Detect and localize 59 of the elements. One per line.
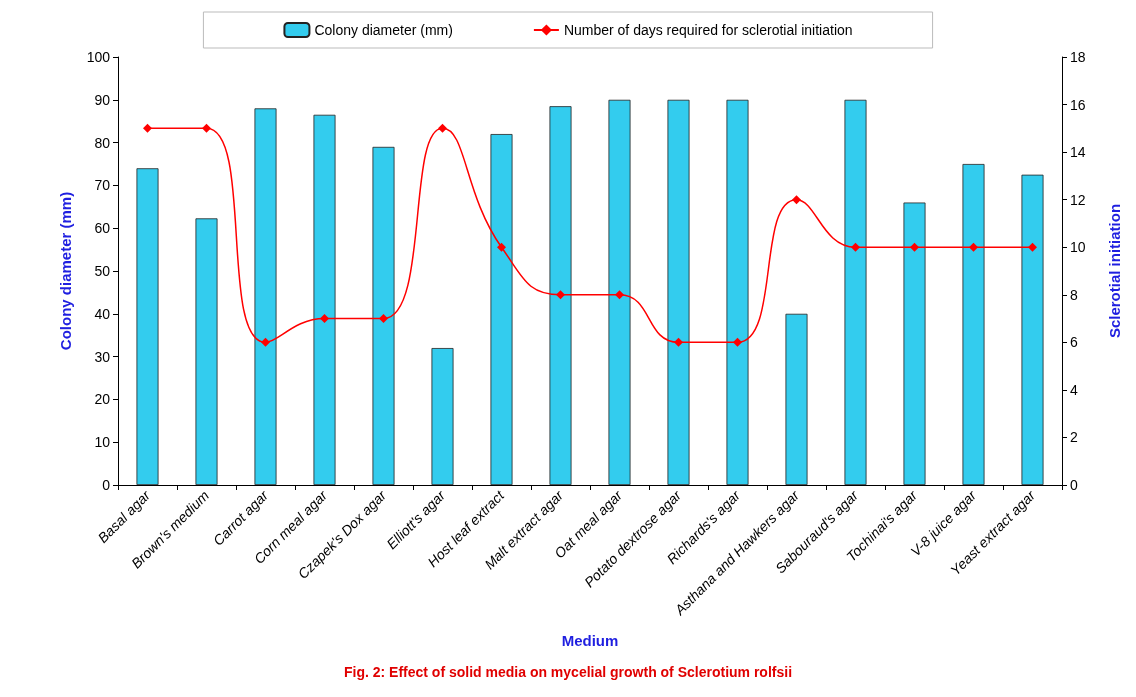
- y2-tick-label: 14: [1070, 144, 1086, 161]
- y-tick-label: 60: [94, 220, 111, 237]
- bar: [254, 108, 277, 485]
- bar: [962, 164, 985, 485]
- point: [851, 242, 860, 252]
- point: [674, 337, 683, 347]
- y-tick-label: 70: [94, 177, 111, 194]
- bar: [844, 99, 867, 485]
- point: [497, 242, 506, 252]
- y-axis-title: Colony diameter (mm): [57, 191, 74, 351]
- point: [379, 314, 388, 324]
- bar: [490, 134, 513, 485]
- caption: Fig. 2: Effect of solid media on mycelial growth of Sclerotium rolfsii: [343, 664, 793, 680]
- point: [438, 123, 447, 133]
- y2-tick-label: 6: [1070, 334, 1078, 351]
- point: [261, 337, 270, 347]
- y2-tick-label: 18: [1070, 49, 1086, 65]
- bar: [136, 168, 159, 485]
- y2-tick-label: 4: [1070, 381, 1078, 398]
- point: [202, 123, 211, 133]
- y-tick-label: 40: [94, 305, 111, 322]
- y-tick-label: 90: [94, 91, 111, 108]
- y2-tick-label: 0: [1070, 477, 1078, 493]
- y2-tick-label: 16: [1070, 96, 1086, 113]
- bar: [1021, 174, 1044, 485]
- point: [969, 242, 978, 252]
- legend-label: Number of days required for sclerotial initiation: [563, 22, 853, 38]
- y2-tick-label: 8: [1070, 286, 1078, 303]
- bar: [608, 99, 631, 485]
- x-axis-title: Medium: [561, 632, 619, 649]
- point: [733, 337, 742, 347]
- y2-tick-label: 2: [1070, 429, 1078, 446]
- bar: [195, 218, 218, 485]
- bar: [903, 202, 926, 485]
- bar: [549, 106, 572, 485]
- point: [556, 290, 565, 300]
- bar: [372, 146, 395, 485]
- y-tick-label: 50: [94, 263, 111, 279]
- y2-axis-title: Sclerotial initiation: [1106, 203, 1123, 339]
- y-tick-label: 0: [102, 477, 111, 493]
- y2-tick-label: 12: [1070, 191, 1086, 208]
- legend-label: Colony diameter (mm): [314, 22, 453, 38]
- point: [143, 123, 152, 133]
- y-tick-label: 80: [94, 134, 111, 151]
- bar: [667, 99, 690, 485]
- point: [615, 290, 624, 300]
- point: [320, 314, 329, 324]
- bar: [313, 114, 336, 485]
- bar: [726, 99, 749, 485]
- y2-tick-label: 10: [1070, 239, 1086, 256]
- y-tick-label: 30: [94, 348, 111, 365]
- point: [910, 242, 919, 252]
- bar: [431, 348, 454, 485]
- bar: [785, 313, 808, 485]
- y-tick-label: 100: [86, 49, 111, 65]
- y-tick-label: 20: [94, 391, 111, 408]
- point: [1028, 242, 1037, 252]
- y-tick-label: 10: [94, 434, 111, 451]
- point: [792, 195, 801, 205]
